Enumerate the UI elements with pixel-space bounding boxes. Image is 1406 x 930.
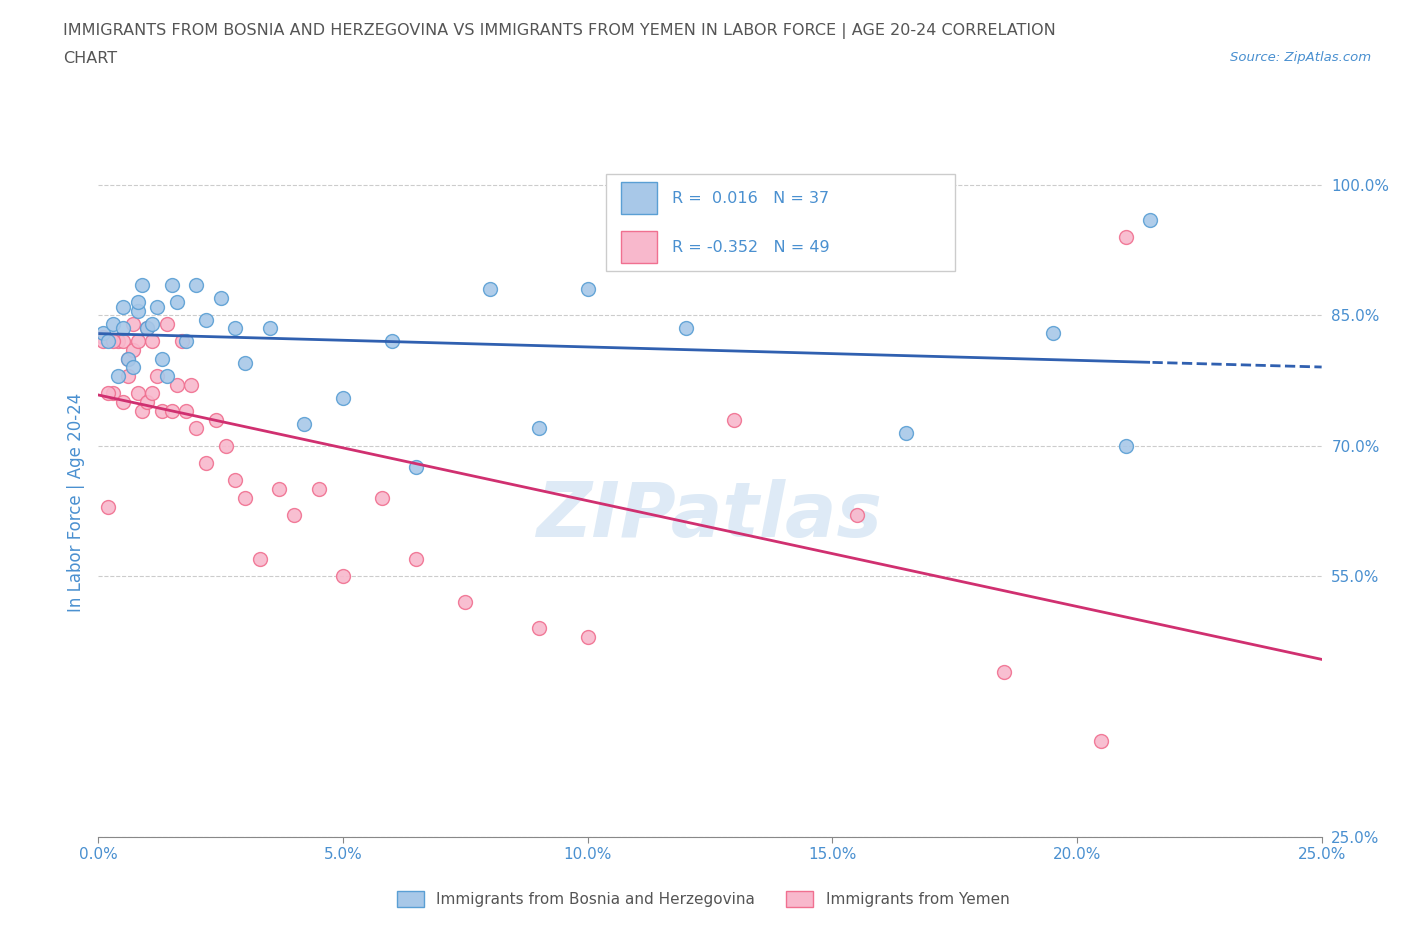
Point [195,312,218,327]
Point [97,386,120,401]
Point [166,378,188,392]
Point [156,316,179,331]
Point [1090,734,1112,749]
Point [308,482,330,497]
Point [993,664,1015,679]
Point [131,404,153,418]
Point [405,551,427,566]
Point [845,508,868,523]
Point [91,334,114,349]
Text: Source: ZipAtlas.com: Source: ZipAtlas.com [1230,51,1371,64]
Point [146,299,169,314]
Point [186,277,208,292]
Point [127,386,149,401]
Point [478,282,501,297]
Point [233,355,256,370]
Point [283,508,305,523]
Point [117,368,139,383]
Point [131,277,153,292]
Point [111,334,134,349]
Point [156,368,179,383]
Point [205,412,228,427]
Point [101,316,124,331]
Point [894,425,917,440]
Point [176,334,198,349]
Point [121,316,143,331]
Point [160,404,183,418]
Point [576,282,599,297]
Point [233,490,256,505]
Point [186,421,208,436]
Point [150,404,173,418]
Point [127,303,149,318]
Point [170,334,193,349]
Point [214,438,236,453]
Point [97,499,120,514]
Point [1115,438,1137,453]
Point [117,352,139,366]
Point [527,421,550,436]
Point [166,295,188,310]
Text: R =  0.016   N = 37: R = 0.016 N = 37 [672,191,830,206]
Point [576,630,599,644]
Point [111,394,134,409]
Point [136,321,159,336]
Point [141,386,163,401]
Point [195,456,218,471]
Text: R = -0.352   N = 49: R = -0.352 N = 49 [672,240,830,255]
Point [527,621,550,636]
Point [141,316,163,331]
Point [141,334,163,349]
Bar [606,174,955,272]
Point [160,277,183,292]
Point [249,551,271,566]
Point [209,290,232,305]
Point [91,329,114,344]
Point [675,321,697,336]
Text: IMMIGRANTS FROM BOSNIA AND HERZEGOVINA VS IMMIGRANTS FROM YEMEN IN LABOR FORCE |: IMMIGRANTS FROM BOSNIA AND HERZEGOVINA V… [63,23,1056,39]
Point [97,334,120,349]
Point [259,321,281,336]
Point [146,368,169,383]
Point [136,394,159,409]
Text: CHART: CHART [63,51,117,66]
Point [381,334,404,349]
Point [117,352,139,366]
Bar [620,231,658,263]
Text: ZIPatlas: ZIPatlas [537,479,883,552]
Point [111,321,134,336]
Point [101,386,124,401]
Point [371,490,394,505]
Point [1115,230,1137,245]
Point [269,482,291,497]
Point [723,412,745,427]
Point [127,295,149,310]
Point [107,368,129,383]
Point [405,460,427,475]
Bar [620,182,658,214]
Point [107,334,129,349]
Point [332,391,354,405]
Point [121,342,143,357]
Point [224,473,246,488]
Point [101,334,124,349]
Point [332,568,354,583]
Point [292,417,315,432]
Legend: Immigrants from Bosnia and Herzegovina, Immigrants from Yemen: Immigrants from Bosnia and Herzegovina, … [391,884,1015,913]
Point [127,334,149,349]
Point [111,299,134,314]
Point [454,595,477,610]
Point [91,326,114,340]
Y-axis label: In Labor Force | Age 20-24: In Labor Force | Age 20-24 [66,392,84,612]
Point [121,360,143,375]
Point [176,404,198,418]
Point [150,352,173,366]
Point [1139,212,1161,227]
Point [1042,326,1064,340]
Point [224,321,246,336]
Point [180,378,202,392]
Point [136,321,159,336]
